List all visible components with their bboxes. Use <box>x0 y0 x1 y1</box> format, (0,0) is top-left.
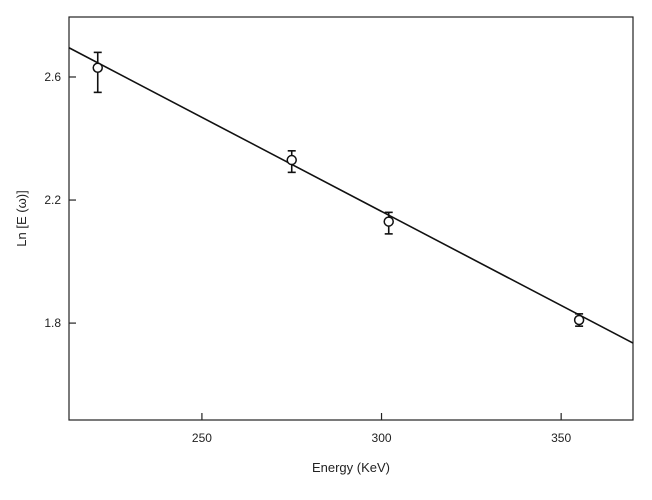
y-tick-label-1.8: 1.8 <box>44 316 61 330</box>
fit-line <box>68 47 634 344</box>
data-point-3 <box>383 211 394 235</box>
point-marker <box>92 62 103 74</box>
ticks-layer: 250 300 350 1.8 2.2 2.6 <box>44 70 571 445</box>
points-layer <box>92 51 585 327</box>
y-axis-label: Ln [E (ω)] <box>14 190 29 246</box>
y-tick-label-2.6: 2.6 <box>44 70 61 84</box>
point-marker <box>573 314 585 326</box>
data-point-2 <box>286 150 297 174</box>
x-tick-label-350: 350 <box>551 431 571 445</box>
x-tick-label-300: 300 <box>372 431 392 445</box>
point-marker <box>286 154 297 166</box>
x-tick-label-250: 250 <box>192 431 212 445</box>
x-axis-label: Energy (KeV) <box>312 460 390 475</box>
data-point-1 <box>92 51 103 94</box>
plot-frame <box>68 16 634 421</box>
y-tick-label-2.2: 2.2 <box>44 193 61 207</box>
point-marker <box>383 216 394 227</box>
data-point-4 <box>573 313 585 327</box>
